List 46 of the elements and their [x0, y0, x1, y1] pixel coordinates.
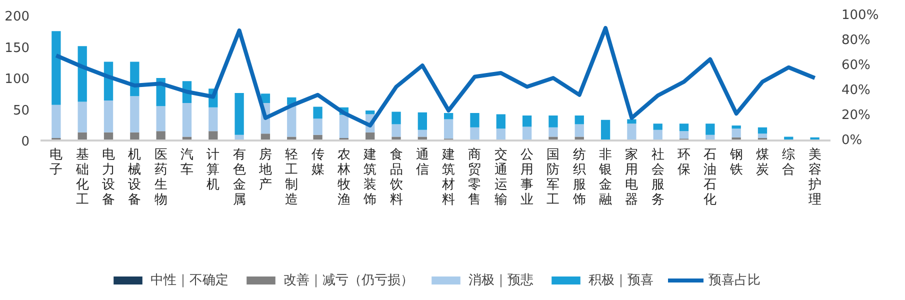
x-tick-label: 社会服务 [651, 148, 664, 208]
x-tick-label: 非银金融 [598, 148, 612, 208]
y2-tick-label: 80% [842, 33, 870, 48]
x-tick-label: 石油石化 [704, 148, 717, 208]
x-tick-label: 建筑材料 [441, 148, 456, 208]
y2-tick-label: 100% [842, 8, 879, 23]
x-tick-label: 房地产 [258, 146, 272, 192]
y2-tick-label: 0% [842, 133, 862, 148]
y-tick-label: 0 [21, 134, 30, 150]
x-tick-label: 有色金属 [232, 148, 246, 208]
legend-label: 中性｜不确定 [150, 272, 228, 289]
x-tick-label: 交通运输 [494, 146, 508, 208]
x-tick-label: 农林牧渔 [336, 148, 350, 208]
y-tick-label: 200 [4, 10, 30, 24]
x-tick-label: 通信 [416, 148, 429, 178]
y2-tick-label: 20% [842, 108, 870, 123]
x-tick-label: 煤炭 [756, 148, 769, 178]
x-tick-label: 轻工制造 [285, 148, 298, 208]
x-tick-label: 传媒 [311, 148, 324, 178]
y-tick-label: 50 [12, 103, 30, 118]
x-tick-label: 基础化工 [74, 148, 89, 208]
x-tick-label: 建筑装饰 [362, 148, 377, 208]
y-tick-label: 150 [4, 40, 30, 56]
x-tick-label: 电子 [50, 148, 63, 178]
x-tick-label: 家用电器 [625, 146, 638, 208]
x-tick-label: 汽车 [180, 148, 194, 178]
x-tick-label: 电力设备 [102, 148, 116, 208]
x-tick-label: 国防军工 [546, 148, 560, 208]
x-tick-label: 机械设备 [128, 148, 142, 208]
y2-tick-label: 60% [842, 58, 870, 73]
x-tick-label: 医药生物 [154, 148, 168, 208]
y2-tick-label: 40% [842, 83, 870, 98]
x-tick-label: 商贸零售 [468, 148, 482, 208]
x-tick-label: 公用事业 [520, 148, 534, 208]
x-tick-label: 纺织服饰 [572, 148, 586, 208]
x-tick-label: 美容护理 [807, 146, 822, 208]
legend-label: 改善｜减亏（仍亏损） [284, 272, 414, 289]
legend-label: 预喜占比 [708, 272, 760, 289]
x-tick-label: 食品饮料 [388, 148, 403, 208]
x-tick-label: 环保 [678, 148, 691, 178]
y-tick-label: 100 [4, 72, 30, 87]
legend-label: 消极｜预悲 [468, 272, 534, 289]
x-tick-label: 计算机 [206, 148, 220, 192]
x-tick-label: 综合 [782, 148, 796, 178]
x-tick-label: 钢铁 [728, 148, 743, 178]
legend-label: 积极｜预喜 [588, 272, 654, 289]
